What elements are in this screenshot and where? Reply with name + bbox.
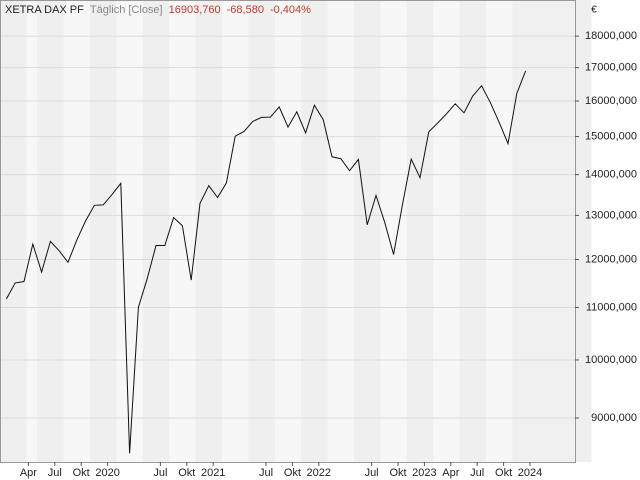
x-tick-label: Okt <box>284 467 301 479</box>
band <box>406 0 434 462</box>
y-tick-label: 11000,000 <box>586 301 637 313</box>
x-tick-label: Jul <box>470 467 484 479</box>
subtitle: Täglich [Close] <box>90 4 163 16</box>
x-tick-label: 2020 <box>95 467 119 479</box>
price-line <box>5 70 527 454</box>
currency: € <box>591 5 597 16</box>
x-tick-label: Okt <box>495 467 512 479</box>
y-tick-label: 10000,000 <box>585 354 637 366</box>
chart-title: XETRA DAX PF <box>5 4 84 16</box>
band <box>90 0 117 462</box>
x-tick-label: Jul <box>48 467 62 479</box>
x-tick-label: 2023 <box>412 467 436 479</box>
x-tick-label: 2022 <box>307 467 331 479</box>
y-tick-label: 18000,000 <box>585 30 637 42</box>
background-bands <box>0 0 592 462</box>
band <box>518 0 575 462</box>
y-tick-label: 17000,000 <box>585 62 637 74</box>
band <box>354 0 381 462</box>
x-tick-label: Okt <box>178 467 195 479</box>
x-tick-label: Jul <box>365 467 379 479</box>
grid <box>0 35 575 419</box>
plot-background <box>0 0 575 462</box>
x-tick-label: Jul <box>259 467 273 479</box>
band <box>142 0 170 462</box>
change: -68,580 <box>227 4 264 16</box>
band <box>37 0 64 462</box>
band <box>301 0 328 462</box>
band <box>248 0 275 462</box>
y-tick-label: 13000,000 <box>585 209 637 221</box>
y-tick-label: 9000,000 <box>591 412 637 424</box>
y-tick-label: 14000,000 <box>585 168 637 180</box>
plot-frame <box>0 0 576 463</box>
x-tick-label: Okt <box>389 467 406 479</box>
y-tick-label: 16000,000 <box>585 95 637 107</box>
band <box>459 0 486 462</box>
band <box>195 0 222 462</box>
band <box>0 0 27 462</box>
last-value: 16903,760 <box>169 4 221 16</box>
x-tick-label: Apr <box>20 467 37 479</box>
plot <box>5 70 527 454</box>
x-tick-label: Okt <box>73 467 90 479</box>
x-tick-label: 2021 <box>201 467 225 479</box>
y-tick-label: 12000,000 <box>585 253 637 265</box>
x-tick-label: 2024 <box>518 467 542 479</box>
change-percent: -0,404% <box>270 4 311 16</box>
x-tick-label: Apr <box>442 467 459 479</box>
x-tick-label: Jul <box>153 467 167 479</box>
y-tick-label: 15000,000 <box>585 130 637 142</box>
